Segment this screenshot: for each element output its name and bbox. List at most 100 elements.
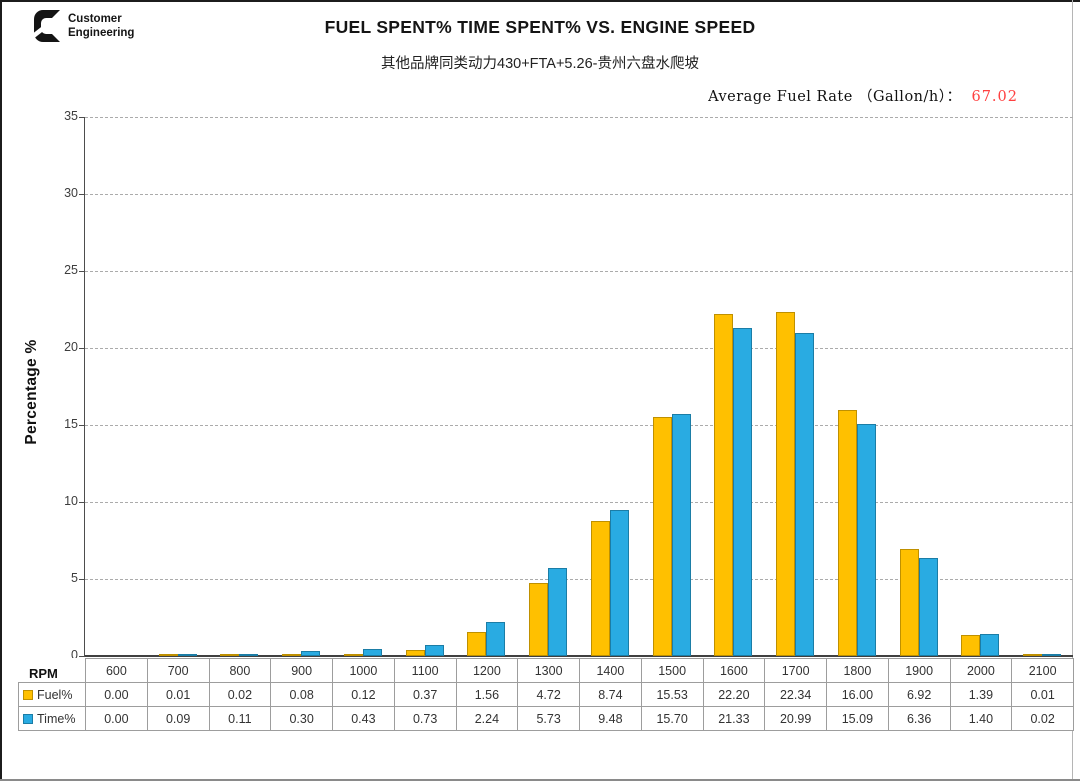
value-cell: 0.12	[332, 682, 394, 706]
chart-subtitle: 其他品牌同类动力430+FTA+5.26-贵州六盘水爬坡	[381, 56, 699, 72]
bar-Time-1100	[424, 645, 444, 656]
bar-Fuel-1400	[590, 521, 610, 656]
rpm-header-cell: 2000	[949, 658, 1012, 682]
y-tick-label: 0	[71, 648, 78, 662]
value-cell: 9.48	[579, 706, 641, 730]
rpm-header-cell: 1500	[640, 658, 703, 682]
bar-Time-700	[177, 654, 197, 656]
gridline	[85, 270, 1073, 272]
y-tick-mark	[79, 578, 84, 580]
frame-bottom-border	[0, 779, 1080, 781]
cummins-logo: Customer Engineering	[30, 9, 134, 48]
y-axis-title: Percentage %	[23, 339, 40, 445]
value-cell: 0.01	[1011, 682, 1073, 706]
y-tick-mark	[79, 501, 84, 503]
bar-Fuel-1500	[652, 417, 672, 656]
y-tick-mark	[79, 347, 84, 349]
y-tick-label: 15	[64, 417, 78, 431]
bar-Fuel-1000	[343, 654, 363, 656]
value-cell: 0.37	[393, 682, 456, 706]
bar-Time-1000	[362, 649, 382, 656]
y-tick-label: 20	[64, 340, 78, 354]
average-fuel-rate: Average Fuel Rate （Gallon/h）： 67.02	[708, 85, 1018, 106]
gridline	[85, 193, 1073, 195]
y-tick-mark	[79, 193, 84, 195]
value-cell: 0.02	[208, 682, 271, 706]
plot-area	[79, 116, 1073, 657]
bar-Time-2000	[980, 634, 1000, 656]
bar-Time-1600	[733, 328, 753, 656]
value-cell: 0.30	[270, 706, 332, 730]
bar-Fuel-900	[282, 654, 302, 656]
rpm-header-cell: 1400	[579, 658, 641, 682]
y-tick-mark	[79, 655, 84, 657]
bar-Time-1900	[918, 558, 938, 656]
bar-Time-800	[239, 654, 259, 656]
gridline	[85, 347, 1073, 349]
gridline	[85, 424, 1073, 426]
bar-Fuel-1900	[899, 549, 919, 656]
value-cell: 6.92	[887, 682, 950, 706]
y-tick-label: 35	[64, 109, 78, 123]
frame-left-border	[0, 0, 2, 780]
rpm-header-cell: 900	[270, 658, 332, 682]
value-cell: 0.08	[270, 682, 332, 706]
rpm-header-cell: 800	[208, 658, 271, 682]
frame-right-border	[1072, 0, 1073, 780]
bar-Time-1300	[548, 568, 568, 656]
legend-label: Fuel%	[37, 687, 73, 702]
logo-text: Customer Engineering	[68, 9, 134, 40]
bar-Fuel-800	[220, 654, 240, 656]
value-cell: 20.99	[764, 706, 826, 730]
bar-Fuel-1700	[776, 312, 796, 656]
gridline	[85, 116, 1073, 118]
chart-title: FUEL SPENT% TIME SPENT% VS. ENGINE SPEED	[324, 17, 756, 37]
rpm-header-cell: 1900	[887, 658, 950, 682]
value-cell: 2.24	[455, 706, 518, 730]
value-cell: 0.01	[146, 682, 209, 706]
rpm-header-cell: 1800	[826, 658, 888, 682]
bar-Time-900	[301, 651, 321, 656]
value-cell: 5.73	[517, 706, 579, 730]
rpm-header-cell: 600	[85, 658, 147, 682]
average-fuel-rate-label: Average Fuel Rate （Gallon/h）：	[708, 89, 962, 105]
bar-Time-1800	[856, 424, 876, 656]
bar-Fuel-2000	[961, 635, 981, 656]
value-cell: 1.39	[949, 682, 1012, 706]
bar-Fuel-1100	[405, 650, 425, 656]
value-cell: 0.00	[85, 682, 147, 706]
rpm-header-cell: 1000	[332, 658, 394, 682]
y-tick-label: 5	[71, 571, 78, 585]
logo-line2: Engineering	[68, 27, 135, 39]
bar-Time-1200	[486, 622, 506, 656]
fuel-legend-swatch-icon	[23, 689, 33, 700]
rpm-header-cell: 1300	[517, 658, 579, 682]
y-tick-mark	[79, 424, 84, 426]
rpm-header-cell: 700	[146, 658, 209, 682]
time-legend-swatch-icon	[23, 713, 33, 724]
value-cell: 15.09	[826, 706, 888, 730]
logo-line1: Customer	[68, 13, 122, 25]
bar-Fuel-1800	[837, 410, 857, 656]
cummins-c-icon	[30, 9, 65, 48]
bar-Time-2100	[1042, 654, 1062, 656]
value-cell: 0.02	[1011, 706, 1073, 730]
value-cell: 0.09	[146, 706, 209, 730]
value-cell: 21.33	[702, 706, 765, 730]
value-cell: 4.72	[517, 682, 579, 706]
y-tick-mark	[79, 116, 84, 118]
legend-cell-Fuel: Fuel%	[18, 682, 85, 706]
bar-Fuel-2100	[1023, 654, 1043, 656]
gridline	[85, 578, 1073, 580]
value-cell: 22.34	[764, 682, 826, 706]
value-cell: 0.73	[393, 706, 456, 730]
value-cell: 16.00	[826, 682, 888, 706]
data-table: RPM 600 700 800 900 1000 1100 1200 1300 1400 1500 1…	[18, 658, 1074, 731]
bar-Fuel-1300	[529, 583, 549, 656]
rpm-header-cell: 1200	[455, 658, 518, 682]
y-axis-line	[84, 117, 85, 657]
y-tick-label: 30	[64, 186, 78, 200]
rpm-header-cell: 1100	[393, 658, 456, 682]
gridline	[85, 501, 1073, 503]
value-cell: 22.20	[702, 682, 765, 706]
